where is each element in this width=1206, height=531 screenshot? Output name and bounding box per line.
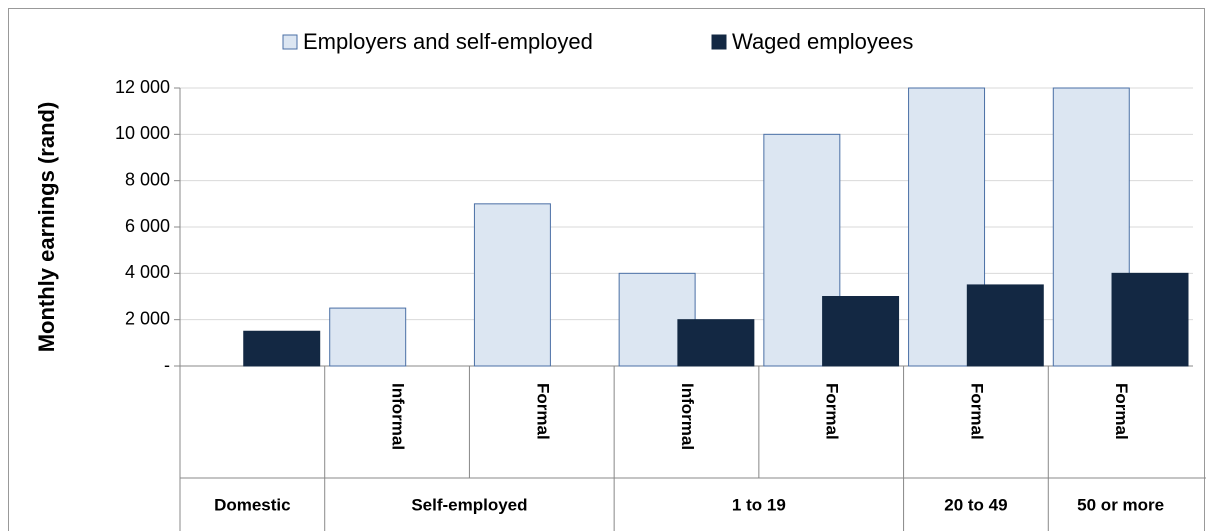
bar bbox=[1111, 272, 1189, 367]
x-tick-label: Informal bbox=[678, 383, 697, 450]
bar bbox=[473, 203, 551, 367]
group-label: Domestic bbox=[214, 495, 291, 514]
x-tick-label: Formal bbox=[967, 383, 986, 440]
group-label: 1 to 19 bbox=[732, 495, 786, 514]
y-tick-label: - bbox=[164, 355, 170, 375]
x-tick-label: Formal bbox=[1112, 383, 1131, 440]
legend-label: Employers and self-employed bbox=[303, 29, 593, 54]
x-tick-label: Informal bbox=[389, 383, 408, 450]
y-tick-label: 4 000 bbox=[125, 262, 170, 282]
y-tick-label: 10 000 bbox=[115, 123, 170, 143]
group-label: Self-employed bbox=[411, 495, 527, 514]
legend-label: Waged employees bbox=[732, 29, 913, 54]
bar bbox=[243, 330, 321, 367]
group-label: 20 to 49 bbox=[944, 495, 1007, 514]
y-tick-label: 6 000 bbox=[125, 216, 170, 236]
frame bbox=[8, 8, 1205, 531]
bar bbox=[677, 319, 755, 367]
bar bbox=[966, 284, 1044, 367]
x-tick-label: Formal bbox=[823, 383, 842, 440]
y-tick-label: 2 000 bbox=[125, 308, 170, 328]
bar bbox=[822, 296, 900, 367]
legend-swatch bbox=[711, 34, 727, 50]
y-tick-label: 8 000 bbox=[125, 169, 170, 189]
y-tick-label: 12 000 bbox=[115, 77, 170, 97]
legend-swatch bbox=[282, 34, 298, 50]
x-tick-label: Formal bbox=[533, 383, 552, 440]
y-axis-label: Monthly earnings (rand) bbox=[34, 102, 59, 353]
bar bbox=[329, 307, 407, 367]
group-label: 50 or more bbox=[1077, 495, 1164, 514]
